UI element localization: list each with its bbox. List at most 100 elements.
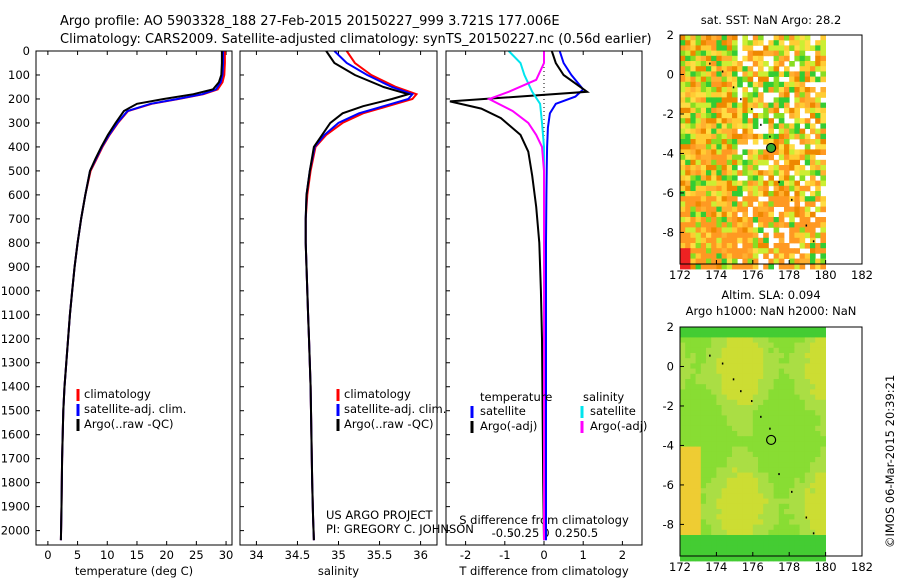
map-cell [716, 337, 722, 343]
map-cell [747, 363, 754, 369]
map-cell [763, 170, 769, 176]
map-cell [784, 498, 790, 505]
map-cell [685, 144, 691, 150]
map-cell [742, 446, 748, 453]
map-cell [804, 415, 811, 421]
map-cell [784, 170, 790, 176]
map-cell [784, 327, 790, 333]
map-cell [742, 467, 748, 473]
map-cell [768, 123, 774, 129]
map-cell [810, 363, 816, 369]
map-cell [716, 342, 722, 349]
map-cell [716, 149, 722, 155]
map-cell [773, 191, 780, 197]
map-cell [732, 61, 738, 67]
map-cell [768, 180, 774, 187]
map-cell [758, 97, 764, 103]
map-cell [789, 133, 795, 140]
map-cell [778, 128, 785, 135]
map-cell [685, 457, 691, 463]
map-cell [747, 405, 754, 411]
map-cell [773, 45, 780, 51]
map-cell [721, 405, 728, 411]
map-cell [732, 165, 738, 171]
map-cell [716, 123, 722, 129]
map-cell [784, 102, 790, 109]
map-cell [695, 40, 702, 46]
map-cell [810, 394, 816, 401]
map-cell [820, 118, 826, 124]
map-cell [778, 248, 785, 254]
map-cell [726, 102, 733, 109]
map-cell [737, 180, 743, 187]
map-cell [810, 519, 816, 525]
map-cell [690, 327, 696, 333]
map-cell [789, 410, 795, 416]
map-cell [680, 545, 686, 551]
map-cell [810, 175, 816, 181]
map-cell [763, 50, 769, 57]
map-cell [732, 394, 738, 401]
map-cell [752, 165, 759, 171]
map-cell [747, 389, 754, 395]
map-cell [716, 55, 722, 62]
map-cell [695, 45, 702, 51]
map-cell [789, 363, 795, 369]
map-cell [737, 446, 743, 453]
map-cell [726, 337, 733, 343]
map-cell [706, 540, 712, 546]
map-cell [789, 61, 795, 67]
map-cell [815, 462, 821, 468]
map-cell [726, 227, 733, 233]
map-cell [747, 425, 754, 432]
map-cell [810, 342, 816, 349]
map-cell [680, 535, 686, 541]
map-cell [732, 477, 738, 484]
map-cell [706, 87, 712, 93]
map-cell [747, 462, 754, 468]
map-cell [799, 118, 806, 124]
map-cell [711, 337, 717, 343]
map-cell [737, 81, 743, 88]
map-cell [794, 237, 800, 244]
map-cell [742, 363, 748, 369]
map-cell [721, 66, 728, 72]
map-cell [690, 514, 696, 520]
map-cell [711, 40, 717, 46]
map-cell [804, 519, 811, 525]
map-cell [820, 550, 826, 557]
map-cell [742, 503, 748, 510]
map-cell [815, 503, 821, 510]
map-cell [680, 258, 686, 265]
map-cell [737, 389, 743, 395]
map-cell [695, 71, 702, 77]
map-cell [810, 128, 816, 135]
map-cell [685, 263, 691, 270]
map-cell [690, 76, 696, 83]
map-cell [716, 159, 722, 166]
map-cell [789, 237, 795, 244]
island-point [732, 86, 735, 89]
map-cell [804, 353, 811, 359]
map-cell [778, 55, 785, 62]
map-cell [732, 81, 738, 88]
map-cell [820, 258, 826, 265]
map-cell [700, 258, 707, 265]
map-cell [752, 149, 759, 155]
map-cell [680, 472, 686, 479]
map-cell [763, 353, 769, 359]
map-cell [794, 113, 800, 119]
map-cell [716, 483, 722, 489]
map-cell [732, 253, 738, 259]
map-cell [784, 128, 790, 135]
map-cell [726, 457, 733, 463]
map-cell [778, 113, 785, 119]
map-cell [690, 196, 696, 202]
map-cell [732, 71, 738, 77]
map-cell [726, 92, 733, 98]
map-cell [752, 102, 759, 109]
map-cell [680, 488, 686, 494]
map-cell [700, 415, 707, 421]
map-cell [815, 118, 821, 124]
